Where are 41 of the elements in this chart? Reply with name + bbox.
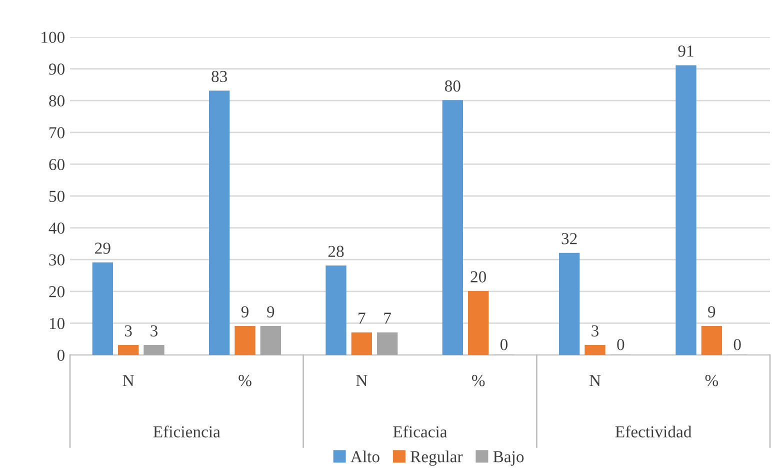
y-tick-label: 20: [49, 286, 65, 298]
y-tick-label: 80: [49, 95, 65, 107]
y-tick-label: 100: [42, 32, 65, 43]
y-tick-label: 0: [57, 350, 65, 361]
data-label: 28: [328, 246, 344, 258]
y-tick-label: 70: [50, 127, 65, 138]
x-tick-label: %: [472, 374, 485, 386]
data-label: 29: [95, 242, 110, 254]
x-tick-label: N: [589, 375, 601, 386]
y-tick-label: 30: [49, 254, 65, 266]
legend-label: Bajo: [493, 451, 524, 466]
y-tick-label: 40: [48, 222, 65, 234]
text: Eficacia: [393, 426, 448, 438]
data-label: 9: [267, 306, 274, 318]
legend-label: Regular: [410, 450, 463, 466]
y-tick-label: 10: [50, 318, 65, 330]
data-label: 80: [444, 80, 460, 92]
data-label: 0: [500, 338, 508, 350]
text: Efectividad: [615, 426, 692, 438]
y-tick-label: 60: [49, 158, 65, 170]
data-label: 3: [592, 325, 599, 337]
x-tick-label: N: [122, 375, 134, 386]
data-label: 0: [617, 338, 624, 350]
x-tick-label: %: [238, 374, 252, 386]
x-tick-label: N: [356, 375, 368, 386]
y-tick-label: 90: [49, 64, 65, 75]
data-label: 9: [708, 306, 716, 318]
data-label: 7: [384, 312, 392, 324]
data-label: 91: [678, 45, 694, 57]
data-label: 20: [470, 271, 486, 282]
legend-label: Alto: [350, 450, 380, 462]
data-label: 3: [150, 325, 158, 337]
data-label: 32: [562, 233, 577, 244]
data-label: 7: [358, 312, 366, 324]
data-label: 0: [734, 338, 741, 350]
data-label: 9: [241, 306, 248, 318]
data-label: 83: [212, 70, 228, 82]
y-tick-label: 50: [49, 190, 65, 202]
text: Eficiencia: [153, 426, 220, 438]
data-label: 3: [124, 325, 132, 337]
x-tick-label: %: [705, 374, 718, 386]
